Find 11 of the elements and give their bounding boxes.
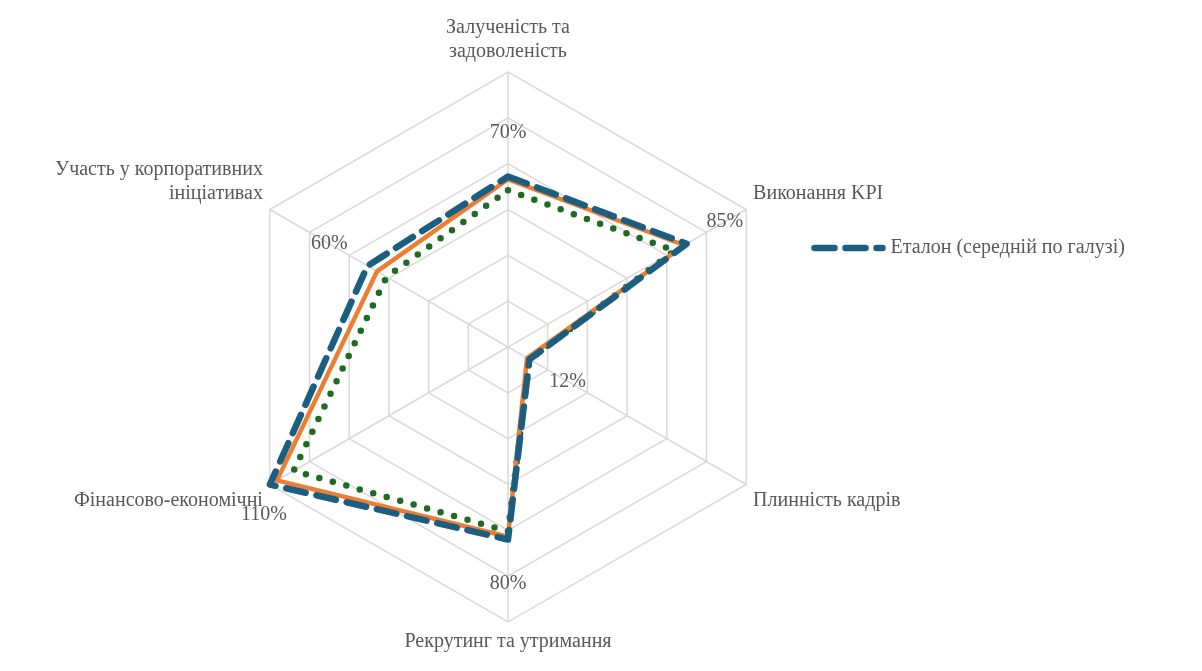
spoke-label: Рекрутинг та утримання (404, 629, 612, 653)
spoke-label: Плинність кадрів (753, 487, 901, 511)
spoke-label: Залученість та задоволеність (446, 15, 571, 63)
text: 85% (706, 209, 744, 232)
text: 80% (489, 570, 527, 593)
text: 60% (311, 231, 348, 254)
text: 70% (489, 119, 527, 142)
spoke-label: Участь у корпоративних ініціативах (55, 156, 263, 204)
spoke-label: Виконання KPI (753, 180, 884, 203)
text: 12% (549, 368, 586, 391)
legend-label: Еталон (середній по галузі) (890, 235, 1125, 259)
